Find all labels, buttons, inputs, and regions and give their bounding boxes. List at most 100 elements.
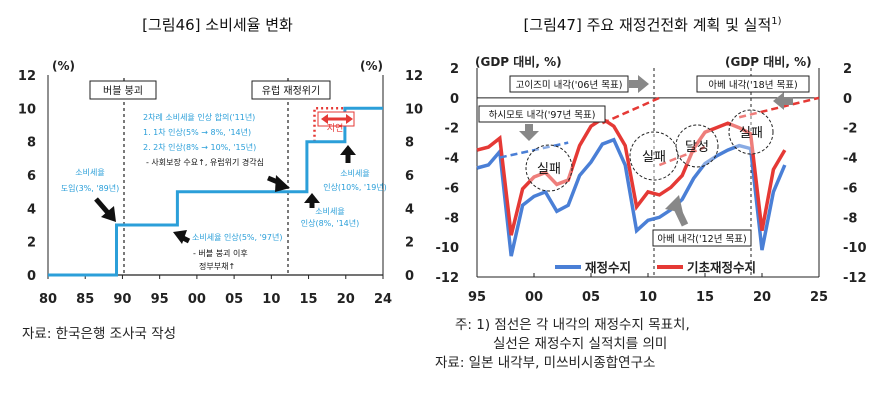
right-y2tick-label: 0 [843, 92, 852, 107]
right-source: 자료: 일본 내각부, 미쓰비시종합연구소 [435, 355, 656, 371]
outcome-2: 실패 [629, 131, 679, 181]
right-unit-right: (GDP 대비, %) [725, 54, 812, 69]
koizumi-label: 고이즈미 내각('06년 목표) [516, 79, 623, 91]
abe18-label: 아베 내각('18년 목표) [708, 79, 797, 91]
right-y2tick-label: -12 [843, 271, 867, 286]
legend-primary-label: 기초재정수지 [687, 260, 756, 275]
abe12-label: 아베 내각('12년 목표) [657, 233, 746, 245]
left-xtick-label: 20 [337, 292, 355, 307]
left-xtick-label: 05 [225, 292, 243, 307]
left-xtick-label: 80 [39, 292, 57, 307]
right-xtick-label: 05 [582, 290, 600, 305]
right-y2tick-label: -6 [843, 181, 857, 196]
abe12-box [652, 229, 752, 247]
abe18-box [696, 75, 810, 93]
left-y2tick-label: 8 [405, 136, 414, 151]
right-xtick-label: 00 [525, 290, 543, 305]
hashimoto-box [478, 105, 606, 123]
left-ytick-label: 6 [27, 169, 36, 184]
right-ytick-label: -10 [436, 241, 460, 256]
hike19-text-1: 소비세율 [340, 169, 369, 178]
fiscal-plan-panel: [그림47] 주요 재정건전화 계획 및 실적1) 2 2 0 0 -2 -2 -4 -4 -6… [435, 0, 870, 404]
plan-text-4: - 사회보장 수요↑, 유럽위기 경각심 [146, 157, 264, 167]
koizumi-box [509, 75, 629, 93]
target-line [601, 96, 660, 125]
left-ytick-label: 10 [18, 102, 36, 117]
right-xtick-label: 25 [810, 290, 828, 305]
delay-marker: 지연 [317, 111, 355, 134]
koizumi-arrow [629, 75, 649, 93]
right-chart-title: [그림47] 주요 재정건전화 계획 및 실적1) [435, 14, 870, 35]
left-source: 자료: 한국은행 조사국 작성 [22, 326, 177, 342]
hike14-arrow [304, 193, 320, 208]
plan-text-3: 2. 2차 인상(8% → 10%, '15년) [143, 142, 256, 152]
legend-fiscal-label: 재정수지 [585, 260, 631, 275]
left-y2tick-label: 2 [405, 236, 414, 251]
hashimoto-arrow [519, 124, 539, 141]
plan-arrow [267, 175, 290, 192]
right-xtick-label: 15 [696, 290, 714, 305]
outcome-3: 달성 [675, 124, 719, 168]
bubble-debt-text-2: 정부부채↑ [199, 261, 235, 271]
tax-plan-series [313, 107, 345, 142]
intro-text-2: 도입(3%, '89년) [61, 183, 119, 193]
plan-text-2: 1. 1차 인상(5% → 8%, '14년) [143, 127, 251, 137]
fiscal-balance-series [476, 137, 787, 257]
left-unit-right: (%) [360, 59, 383, 73]
left-y2tick-label: 12 [405, 69, 423, 84]
right-xtick-label: 10 [639, 290, 657, 305]
right-ytick-label: 2 [450, 62, 459, 77]
left-ytick-label: 4 [27, 202, 36, 217]
right-ytick-label: -2 [445, 122, 459, 137]
left-xtick-label: 15 [300, 292, 318, 307]
left-ytick-label: 12 [18, 69, 36, 84]
left-y2tick-label: 6 [405, 169, 414, 184]
right-y2tick-label: -4 [843, 152, 857, 167]
left-ytick-label: 2 [27, 236, 36, 251]
right-unit-left: (GDP 대비, %) [475, 54, 562, 69]
left-y2tick-label: 0 [405, 269, 414, 284]
left-xtick-label: 95 [151, 292, 169, 307]
bubble-collapse-box [89, 80, 157, 100]
right-xtick-label: 95 [468, 290, 486, 305]
right-legend: 재정수지 기초재정수지 [555, 260, 756, 275]
outcome-3-label: 달성 [685, 140, 709, 155]
left-xtick-label: 24 [374, 292, 392, 307]
right-ytick-label: 0 [450, 92, 459, 107]
left-xtick-label: 00 [188, 292, 206, 307]
intro-arrow [94, 197, 116, 222]
left-y2tick-label: 4 [405, 202, 414, 217]
bubble-debt-text-1: - 버블 붕괴 이후 [193, 248, 248, 258]
left-chart-title: [그림46] 소비세율 변화 [142, 16, 293, 34]
bubble-collapse-label: 버블 붕괴 [103, 85, 143, 97]
right-ytick-label: -8 [445, 211, 459, 226]
hike97-text: 소비세율 인상(5%, '97년) [192, 232, 282, 242]
outcome-4-label: 실패 [739, 126, 763, 141]
right-chart-title-text: [그림47] 주요 재정건전화 계획 및 실적 [523, 16, 772, 34]
left-xtick-label: 10 [262, 292, 280, 307]
right-ytick-label: -12 [436, 271, 460, 286]
outcome-1: 실패 [525, 144, 573, 192]
right-note-2: 실선은 재정수지 실적치를 의미 [493, 336, 668, 352]
left-y2tick-label: 10 [405, 102, 423, 117]
right-ytick-label: -4 [445, 152, 459, 167]
right-title-footnote: 1) [771, 16, 782, 27]
right-ytick-label: -6 [445, 181, 459, 196]
consumption-tax-panel: [그림46] 소비세율 변화 0 0 2 2 4 4 6 6 8 8 10 10 12 12 80 85 90 9… [18, 16, 423, 342]
right-y2tick-label: 2 [843, 62, 852, 77]
hike14-text-2: 인상(8%, '14년) [301, 218, 359, 228]
abe18-arrow [773, 92, 793, 110]
left-unit-left: (%) [52, 59, 75, 73]
intro-text-1: 소비세율 [75, 168, 104, 177]
right-y2tick-label: -2 [843, 122, 857, 137]
hike19-text-2: 인상(10%, '19년) [323, 182, 387, 192]
left-ytick-label: 0 [27, 269, 36, 284]
hike19-arrow [340, 145, 356, 163]
left-xtick-label: 90 [113, 292, 131, 307]
right-note-1: 주: 1) 점선은 각 내각의 재정수지 목표치, [455, 317, 690, 333]
right-y2tick-label: -10 [843, 241, 867, 256]
plan-text-1: 2차례 소비세율 인상 합의('11년) [143, 112, 255, 122]
